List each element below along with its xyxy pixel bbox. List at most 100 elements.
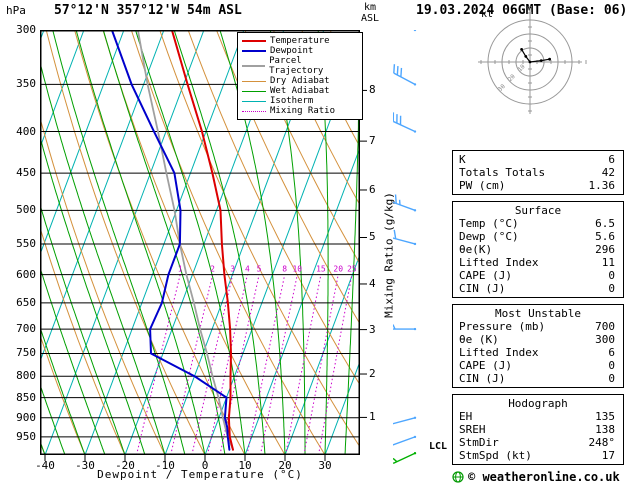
pressure-tick-label: 750 xyxy=(16,346,36,360)
stat-label: Lifted Index xyxy=(459,346,539,359)
legend-label: Dry Adiabat xyxy=(270,76,330,86)
stat-value: 6.5 xyxy=(595,217,615,230)
wind-barb xyxy=(393,416,417,425)
stat-row: PW (cm) 1.36 xyxy=(453,179,623,192)
mixing-ratio-value-label: 8 xyxy=(282,265,287,274)
skewt-plot: 1 2 3 4 5 8 10 15 20 25 xyxy=(40,30,367,461)
stat-label: EH xyxy=(459,410,473,423)
temp-tick-label: -40 xyxy=(35,459,55,472)
mixing-ratio-value-label: 25 xyxy=(347,265,357,274)
lcl-label: LCL xyxy=(429,441,448,452)
wet-adiabat-line xyxy=(52,30,186,455)
stat-label: StmDir xyxy=(459,436,499,449)
stat-label: Totals Totals xyxy=(459,166,546,179)
stat-label: θe (K) xyxy=(459,333,499,346)
hodograph-ring xyxy=(501,33,559,91)
stat-label: PW (cm) xyxy=(459,179,506,192)
legend-item: Wet Adiabat xyxy=(242,86,358,96)
stat-label: CIN (J) xyxy=(459,372,506,385)
stat-value: 17 xyxy=(601,449,615,462)
data-panel: K 6 Totals Totals 42 PW (cm) 1.36 xyxy=(452,150,624,195)
stat-value: 0 xyxy=(608,269,615,282)
legend-label: Dewpoint xyxy=(270,46,314,56)
stat-row: CAPE (J) 0 xyxy=(453,359,623,372)
stat-label: CAPE (J) xyxy=(459,359,512,372)
wind-barb xyxy=(393,229,417,246)
wind-barb xyxy=(393,324,417,331)
mixing-ratio-value-label: 20 xyxy=(333,265,343,274)
temp-tick-label: -30 xyxy=(75,459,95,472)
legend-item: Dry Adiabat xyxy=(242,76,358,86)
pressure-tick-label: 900 xyxy=(16,410,36,424)
hodograph-trace-point xyxy=(539,59,543,62)
globe-icon xyxy=(452,471,464,483)
panel-title: Hodograph xyxy=(508,397,568,410)
legend-label: Temperature xyxy=(270,36,330,46)
stat-row: Pressure (mb) 700 xyxy=(453,320,623,333)
plot-frame xyxy=(40,30,360,455)
stat-value: 0 xyxy=(608,372,615,385)
legend-line-sample xyxy=(242,40,266,42)
hodograph-unit-label: kt xyxy=(481,9,494,20)
temp-tick-label: 0 xyxy=(201,459,209,472)
stat-row: θe (K) 300 xyxy=(453,333,623,346)
wind-barb xyxy=(393,112,417,133)
km-tick-label: 2 xyxy=(369,367,376,381)
legend-label: Parcel Trajectory xyxy=(269,56,324,76)
stat-value: 42 xyxy=(601,166,615,179)
legend-line-sample xyxy=(242,80,266,82)
legend-line-sample xyxy=(242,50,266,52)
stat-value: 6 xyxy=(608,346,615,359)
stat-row: θe(K) 296 xyxy=(453,243,623,256)
wet-adiabat-line xyxy=(40,325,86,455)
pressure-tick-label: 350 xyxy=(16,77,36,91)
dry-adiabat-line xyxy=(40,333,86,455)
legend-line-sample xyxy=(242,110,266,112)
stat-value: 248° xyxy=(588,436,616,449)
stat-value: 296 xyxy=(595,243,615,256)
legend-item: Temperature xyxy=(242,36,358,46)
mixing-ratio-value-label: 1 xyxy=(178,265,183,274)
legend-item: Parcel Trajectory xyxy=(242,56,358,76)
mixing-ratio-value-label: 15 xyxy=(316,265,326,274)
km-tick-label: 5 xyxy=(369,230,376,244)
isotherm-line xyxy=(40,30,85,149)
temp-tick-label: 20 xyxy=(278,459,292,472)
mixing-ratio-value-label: 5 xyxy=(257,265,262,274)
temp-tick-label: -20 xyxy=(115,459,135,472)
stat-value: 5.6 xyxy=(595,230,615,243)
mixing-ratio-value-label: 3 xyxy=(230,265,235,274)
wet-adiabat-line xyxy=(40,135,146,455)
data-panel: Most Unstable Pressure (mb) 700 θe (K) 300 Li… xyxy=(452,304,624,388)
hodograph-ring-label: 20 xyxy=(507,73,517,83)
pressure-tick-label: 850 xyxy=(16,390,36,404)
station-title: 57°12'N 357°12'W 54m ASL xyxy=(54,3,242,18)
hodograph-trace-point xyxy=(520,48,523,51)
datetime-title: 19.03.2024 06GMT (Base: 06) xyxy=(416,3,628,18)
dry-adiabat-line xyxy=(244,30,360,265)
wet-adiabat-line xyxy=(40,265,106,455)
wind-barb xyxy=(393,435,417,446)
isotherm-line xyxy=(284,253,360,455)
pressure-tick-label: 650 xyxy=(16,295,36,309)
wind-barb-column xyxy=(393,30,417,465)
isotherm-line xyxy=(324,359,360,455)
data-panels: K 6 Totals Totals 42 PW (cm) 1.36 Surface Temp … xyxy=(452,150,624,471)
stat-label: StmSpd (kt) xyxy=(459,449,532,462)
mixing-ratio-value-label: 4 xyxy=(245,265,250,274)
legend-line-sample xyxy=(242,100,266,102)
wind-barb xyxy=(393,194,417,212)
isotherm-line xyxy=(244,146,360,455)
stat-row: CIN (J) 0 xyxy=(453,282,623,295)
stat-label: Temp (°C) xyxy=(459,217,519,230)
isotherm-line xyxy=(44,30,205,455)
km-tick-label: 1 xyxy=(369,410,376,424)
data-panel: Hodograph EH 135 SREH 138 StmDir 248° StmSpd (k… xyxy=(452,394,624,465)
km-tick-label: 4 xyxy=(369,276,376,290)
legend-line-sample xyxy=(242,65,266,67)
stat-label: θe(K) xyxy=(459,243,493,256)
hodograph-ring-label: 30 xyxy=(497,83,507,93)
hodograph-ring-label: 10 xyxy=(517,63,527,73)
